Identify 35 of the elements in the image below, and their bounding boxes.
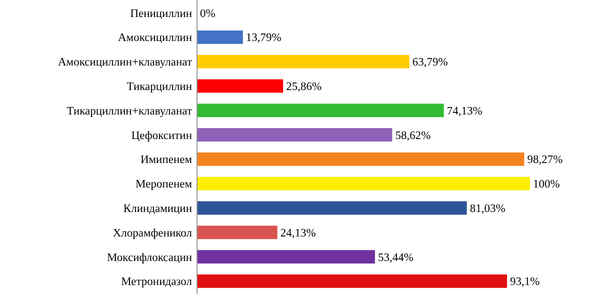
bar <box>197 250 375 264</box>
bar <box>197 128 392 142</box>
data-label: 25,86% <box>286 81 322 94</box>
y-tick-label: Амоксициллин <box>118 32 192 44</box>
bar <box>197 226 278 240</box>
y-tick-label: Имипенем <box>140 154 193 166</box>
data-label: 63,79% <box>412 56 448 69</box>
y-tick-label: Хлорамфеникол <box>112 227 192 240</box>
y-tick-label: Клиндамицин <box>123 203 192 216</box>
data-label: 53,44% <box>378 252 414 264</box>
data-label: 81,03% <box>470 203 506 216</box>
y-tick-label: Моксифлоксацин <box>106 252 192 264</box>
bar <box>197 104 444 118</box>
y-tick-label: Цефокситин <box>131 130 192 142</box>
y-tick-label: Тикарциллин+клавуланат <box>66 105 192 118</box>
data-label: 74,13% <box>446 105 483 118</box>
bar <box>197 54 410 68</box>
bar <box>197 79 284 93</box>
data-label: 24,13% <box>280 227 316 240</box>
y-tick-label: Пенициллин <box>130 8 192 20</box>
y-tick-label: Меропенем <box>136 178 193 191</box>
data-label: 58,62% <box>395 130 432 142</box>
bar <box>197 274 508 288</box>
data-label: 100% <box>533 178 560 191</box>
y-tick-label: Метронидазол <box>121 276 192 288</box>
data-label: 93,1% <box>510 276 540 288</box>
bar <box>197 201 467 215</box>
y-tick-label: Тикарциллин <box>126 81 192 94</box>
bar <box>197 176 530 190</box>
data-label: 0% <box>200 8 216 20</box>
data-label: 13,79% <box>246 32 282 44</box>
bar <box>197 30 243 44</box>
data-label: 98,27% <box>527 154 564 166</box>
y-tick-label: Амоксициллин+клавуланат <box>58 56 192 69</box>
bar <box>197 152 524 166</box>
